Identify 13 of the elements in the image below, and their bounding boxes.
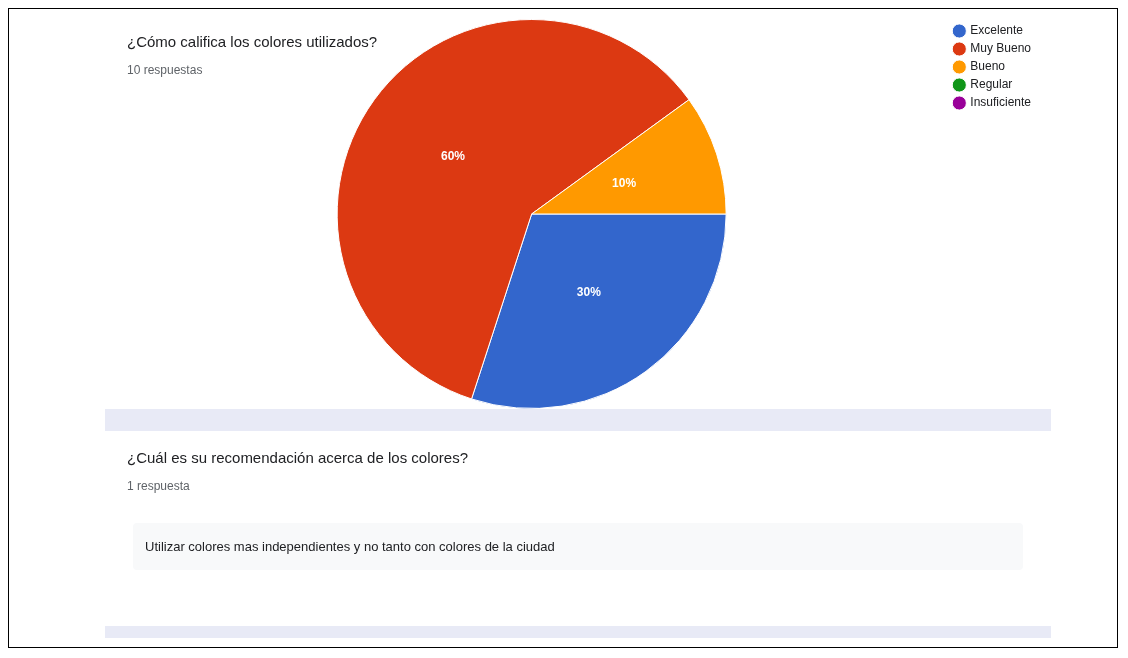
data-label: 60% <box>440 149 466 164</box>
text: 1 respuesta <box>127 479 190 493</box>
legend-label: Muy Bueno <box>970 41 1032 56</box>
legend-label: Excelente <box>970 23 1024 38</box>
text: ¿Cómo califica los colores utilizados? <box>127 33 378 50</box>
text: ¿Cuál es su recomendación acerca de los colores? <box>127 449 469 466</box>
data-label: 30% <box>576 284 602 299</box>
legend-label: Bueno <box>970 59 1006 74</box>
text: Utilizar colores mas independientes y no tanto con colores de la ciudad <box>133 523 1023 570</box>
text: 10 respuestas <box>127 63 203 77</box>
legend-label: Insuficiente <box>970 95 1032 110</box>
legend-label: Regular <box>970 77 1013 92</box>
data-label: 10% <box>612 176 637 191</box>
